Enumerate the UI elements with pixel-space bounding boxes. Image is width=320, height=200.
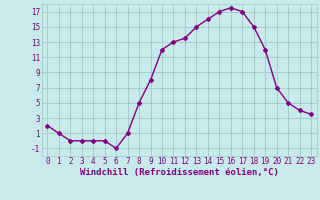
X-axis label: Windchill (Refroidissement éolien,°C): Windchill (Refroidissement éolien,°C) (80, 168, 279, 177)
